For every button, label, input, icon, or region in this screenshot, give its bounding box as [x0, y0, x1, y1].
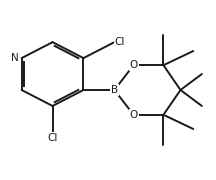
Text: O: O [129, 110, 138, 120]
Text: B: B [111, 85, 118, 95]
Text: O: O [129, 60, 138, 70]
Text: Cl: Cl [47, 133, 58, 143]
Text: Cl: Cl [114, 37, 125, 47]
Text: N: N [11, 53, 19, 63]
